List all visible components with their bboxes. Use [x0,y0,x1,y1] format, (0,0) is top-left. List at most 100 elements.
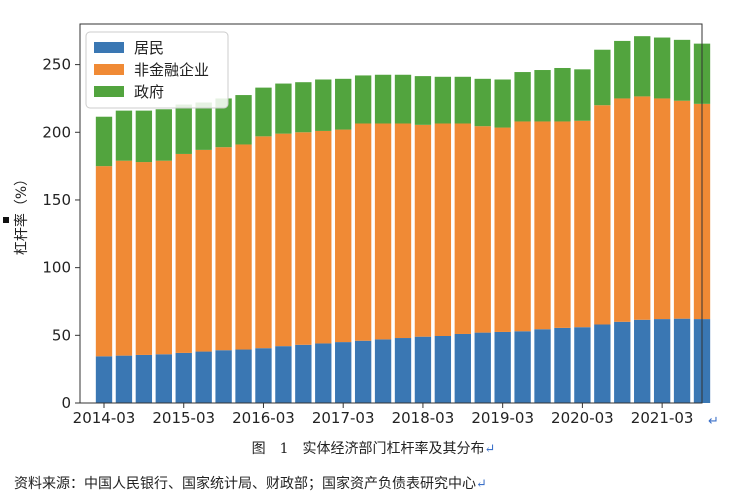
bar-政府-28 [653,37,671,99]
x-tick-label: 2018-03 [392,409,455,427]
return-mark: ↵ [476,477,487,492]
bar-非金融企业-0 [95,166,113,357]
bar-政府-18 [454,76,471,124]
bar-政府-16 [414,76,432,125]
bar-非金融企业-27 [634,96,651,320]
bar-非金融企业-20 [494,127,511,332]
plot-frame [79,23,703,404]
bar-非金融企业-12 [335,129,352,343]
bar-政府-26 [614,40,631,99]
bar-政府-10 [295,82,312,133]
bar-居民-29 [673,318,691,403]
y-axis-label: 杠杆率（%） [13,172,30,255]
bar-居民-11 [315,343,332,403]
bar-政府-3 [155,109,172,161]
x-tick-label: 2017-03 [312,409,375,427]
y-tick-label: 250 [42,56,71,74]
bar-政府-8 [255,87,272,137]
legend-label: 居民 [134,39,164,57]
bar-居民-8 [255,348,272,403]
bar-政府-4 [175,104,192,154]
legend-swatch [94,64,124,75]
legend-swatch [94,86,124,97]
bar-居民-21 [514,331,531,403]
bar-非金融企业-14 [374,123,392,340]
bar-政府-17 [434,76,452,124]
bar-居民-14 [374,339,392,403]
bar-居民-16 [414,336,432,403]
bar-政府-11 [315,79,332,131]
bar-居民-9 [275,346,292,403]
bar-非金融企业-25 [594,105,611,325]
bar-非金融企业-21 [514,121,531,332]
bar-非金融企业-3 [155,160,172,355]
bar-居民-5 [195,351,212,403]
bar-政府-7 [235,95,252,145]
bar-政府-24 [574,69,591,121]
bar-居民-15 [394,338,412,403]
bar-政府-14 [374,74,392,124]
bar-居民-6 [215,350,232,403]
side-marker [3,217,9,223]
bar-非金融企业-9 [275,133,292,347]
bar-居民-18 [454,333,471,403]
y-tick-label: 50 [52,326,71,344]
bar-非金融企业-13 [354,123,372,341]
legend-label: 非金融企业 [134,61,209,79]
bar-非金融企业-23 [554,121,571,328]
bar-居民-10 [295,344,312,403]
bar-政府-22 [534,70,551,122]
y-axis: 0 50 100 150 200 250 [42,56,80,412]
bar-政府-2 [135,110,153,163]
y-tick-label: 0 [61,394,71,412]
bar-政府-12 [335,78,352,130]
figure-title: 实体经济部门杠杆率及其分布 [302,441,485,457]
bar-居民-1 [115,355,133,404]
y-tick-label: 100 [42,259,71,277]
bar-政府-25 [594,49,611,106]
bar-非金融企业-5 [195,149,212,352]
bar-居民-22 [534,329,551,403]
bar-居民-13 [354,340,372,403]
bar-非金融企业-7 [235,144,252,350]
y-tick-label: 150 [42,191,71,209]
bar-居民-25 [594,324,611,403]
x-tick-label: 2019-03 [471,409,534,427]
bar-政府-15 [394,74,412,124]
bar-非金融企业-4 [175,153,192,353]
bar-政府-13 [354,75,372,124]
x-tick-label: 2021-03 [631,409,694,427]
bar-居民-24 [574,327,591,403]
bar-非金融企业-17 [434,123,452,337]
bar-政府-1 [115,110,133,161]
bar-非金融企业-28 [653,98,671,320]
bar-政府-20 [494,79,511,128]
bar-政府-6 [215,98,232,148]
bar-政府-23 [554,67,571,122]
bar-非金融企业-2 [135,162,153,355]
bar-area [95,36,711,404]
bar-居民-26 [614,321,631,403]
x-tick-label: 2015-03 [152,409,215,427]
bar-非金融企业-18 [454,123,471,334]
bar-居民-28 [653,319,671,403]
bar-非金融企业-6 [215,147,232,351]
bar-居民-12 [335,342,352,403]
x-axis: 2014-03 2015-03 2016-03 2017-03 2018-03 2019-… [73,403,694,427]
bar-非金融企业-1 [115,160,133,356]
legend-swatch [94,42,124,53]
source-text: 资料来源：中国人民银行、国家统计局、财政部；国家资产负债表研究中心 [14,476,476,492]
bar-非金融企业-19 [474,126,491,333]
bar-非金融企业-22 [534,121,551,330]
bar-非金融企业-29 [673,100,691,319]
bar-非金融企业-11 [315,130,332,344]
return-mark: ↵ [484,442,496,457]
source-note: 资料来源：中国人民银行、国家统计局、财政部；国家资产负债表研究中心↵ [14,473,487,493]
bar-非金融企业-24 [574,120,591,328]
x-tick-label: 2016-03 [232,409,295,427]
bar-非金融企业-26 [614,98,631,322]
bar-非金融企业-16 [414,124,432,337]
bar-非金融企业-8 [255,136,272,349]
